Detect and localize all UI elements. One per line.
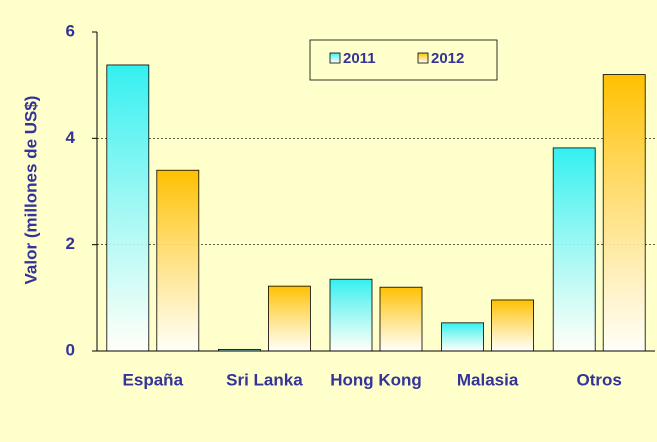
bar (329, 278, 373, 352)
bar (106, 64, 150, 352)
x-tick-label: Malasia (457, 370, 519, 389)
x-tick-label: Hong Kong (330, 370, 422, 389)
y-tick-label: 4 (66, 128, 76, 147)
bar (441, 322, 485, 352)
bar (379, 286, 423, 352)
x-tick-label: Otros (577, 370, 622, 389)
x-tick-label: Sri Lanka (226, 370, 303, 389)
bar (491, 299, 535, 352)
y-tick-label: 2 (66, 234, 75, 253)
legend-swatch (329, 52, 341, 64)
x-tick-label: España (123, 370, 184, 389)
legend-label: 2012 (431, 50, 464, 67)
bar (267, 285, 311, 352)
bar (602, 74, 646, 352)
y-tick-label: 6 (66, 21, 75, 40)
y-axis-label: Valor (millones de US$) (21, 96, 40, 285)
bar (156, 169, 200, 352)
y-tick-label: 0 (66, 340, 75, 359)
bar (552, 147, 596, 352)
legend-label: 2011 (343, 50, 376, 67)
legend-box (309, 39, 498, 81)
legend-swatch (417, 52, 429, 64)
